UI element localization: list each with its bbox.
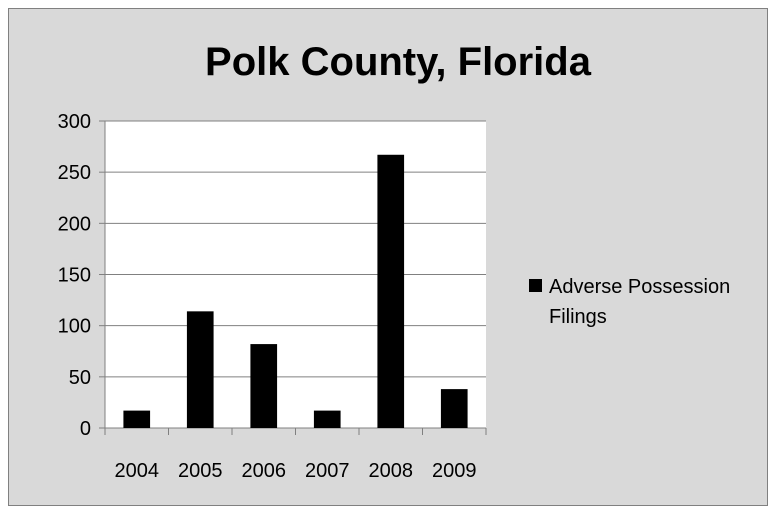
bar-2007 <box>313 410 341 428</box>
y-tick-label: 300 <box>58 111 91 133</box>
legend-label-line: Filings <box>549 306 607 328</box>
bar-series <box>123 154 468 428</box>
bar-2004 <box>123 410 151 428</box>
y-tick-label: 150 <box>58 265 91 287</box>
x-tick-label: 2005 <box>178 460 223 482</box>
bar-2005 <box>186 311 214 428</box>
bar-2006 <box>250 344 278 428</box>
bar-2008 <box>377 154 405 428</box>
x-tick-label: 2006 <box>242 460 287 482</box>
legend-label: Adverse Possession Filings <box>549 276 730 328</box>
legend-label-line: Adverse Possession <box>549 276 730 298</box>
y-tick-label: 100 <box>58 316 91 338</box>
x-tick-label: 2009 <box>432 460 477 482</box>
axes <box>99 120 487 435</box>
x-tick-label: 2004 <box>115 460 160 482</box>
gridlines <box>105 120 486 378</box>
x-tick-label: 2007 <box>305 460 350 482</box>
chart-frame: Polk County, Florida 0 50 100 150 200 250 300 … <box>8 8 768 506</box>
bar-chart: Polk County, Florida 050100150200250300 … <box>58 40 731 482</box>
y-tick-label: 0 <box>80 418 91 440</box>
y-tick-labels: 0 50 100 150 200 250 300 <box>58 111 91 440</box>
x-tick-label: 2008 <box>369 460 414 482</box>
bar-2009 <box>440 389 468 428</box>
x-tick-labels: 2004 2005 2006 2007 2008 2009 <box>115 460 477 482</box>
y-tick-label: 250 <box>58 162 91 184</box>
chart-title: Polk County, Florida <box>205 40 592 84</box>
y-tick-label: 200 <box>58 213 91 235</box>
legend: Adverse Possession Filings <box>529 276 730 328</box>
legend-swatch <box>529 279 542 292</box>
y-tick-label: 50 <box>69 367 91 389</box>
